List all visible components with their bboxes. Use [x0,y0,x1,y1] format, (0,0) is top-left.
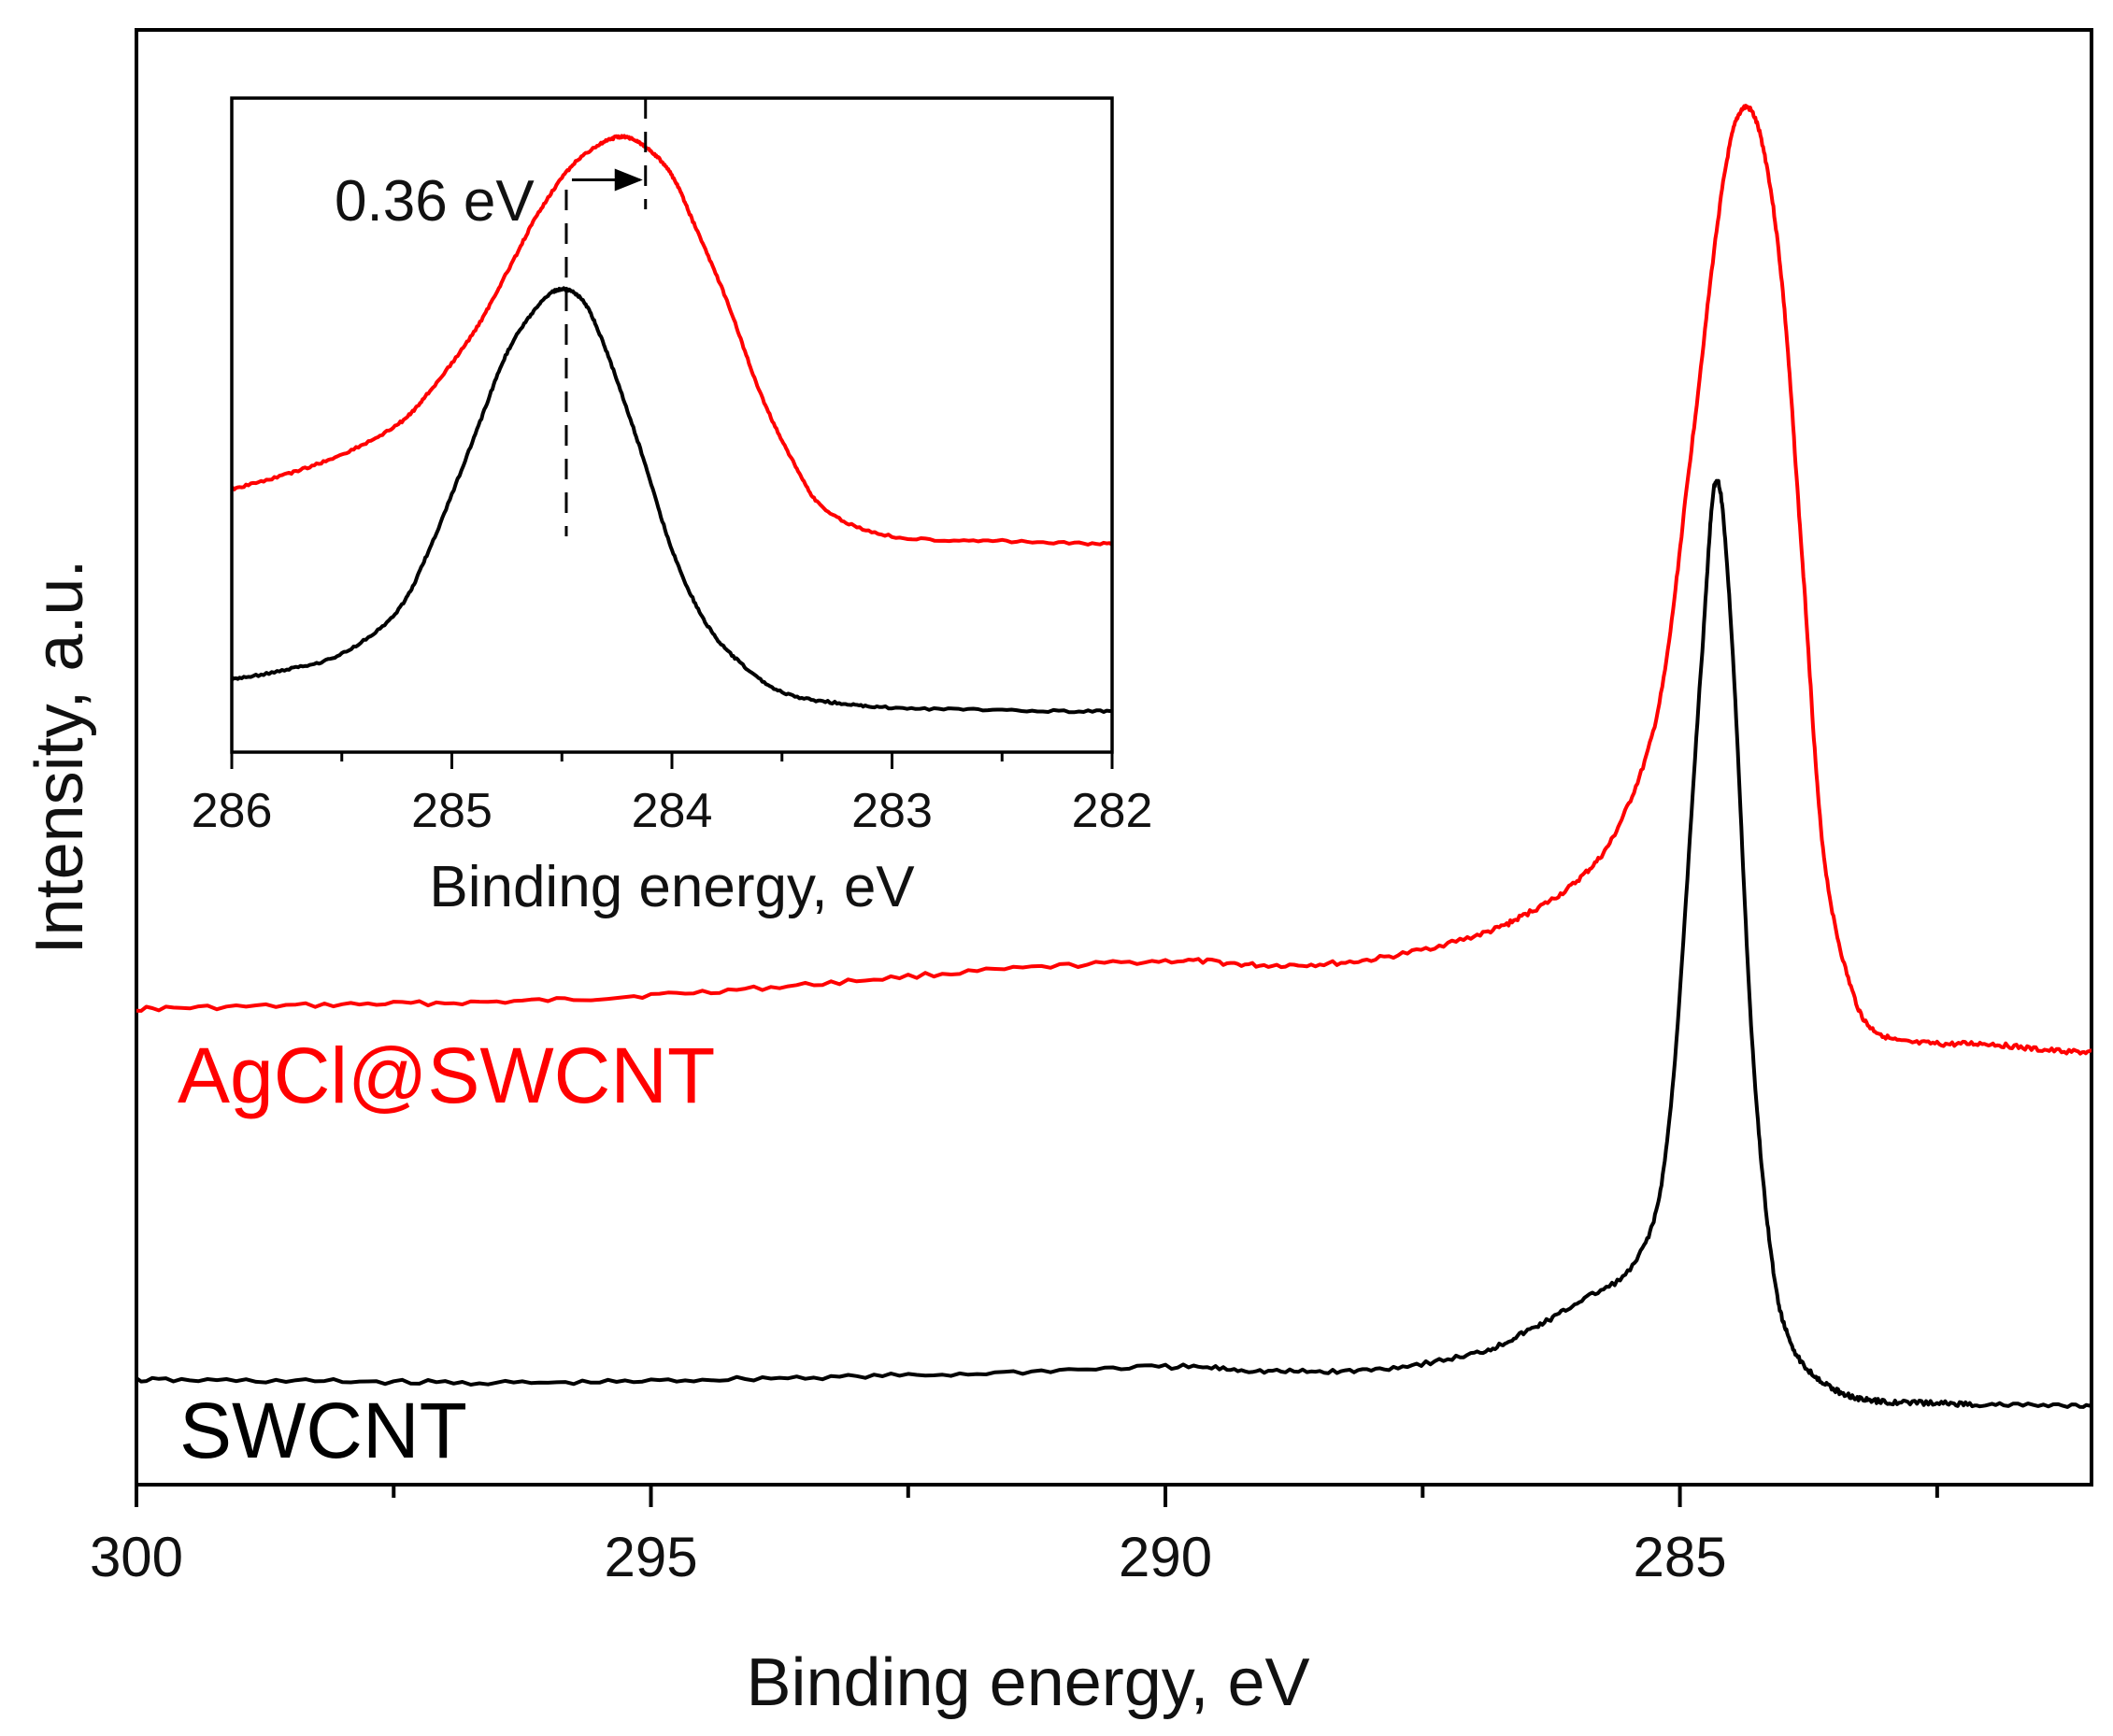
main-chart: 300 295 290 285 AgCl@SWCNT SWCNT Binding en… [22,28,2093,1720]
main-annotation-swcnt: SWCNT [179,1387,467,1474]
main-x-tick-labels: 300 295 290 285 [90,1526,1727,1588]
main-x-tick-label: 300 [90,1526,183,1588]
inset-x-axis-title: Binding energy, eV [429,855,915,919]
main-series-swcnt [135,478,2092,1409]
main-x-tick-label: 285 [1634,1526,1727,1588]
inset-plot-frame [230,96,1114,754]
inset-x-tick-labels: 286 285 284 283 282 [192,784,1153,838]
inset-series-agcl-swcnt [231,134,1114,547]
main-y-axis-title: Intensity, a.u. [22,560,97,955]
inset-shift-annotation: 0.36 eV [335,169,535,234]
main-x-tick-label: 295 [604,1526,697,1588]
inset-x-tick-label: 286 [192,784,273,838]
main-plot-frame [135,28,2093,1487]
inset-x-ticks [230,752,1114,769]
inset-background [232,98,1112,752]
inset-series-swcnt [230,286,1113,715]
main-x-tick-label: 290 [1119,1526,1212,1588]
inset-chart: 286 285 284 283 282 0.36 eV Binding energy, … [192,96,1153,919]
inset-x-tick-label: 283 [851,784,933,838]
main-series-agcl-swcnt [136,104,2092,1056]
main-x-ticks [135,1485,1939,1507]
inset-x-tick-label: 284 [632,784,713,838]
main-x-axis-title: Binding energy, eV [746,1645,1309,1720]
inset-x-tick-label: 282 [1072,784,1153,838]
main-annotation-agcl-swcnt: AgCl@SWCNT [178,1032,715,1119]
inset-x-tick-label: 285 [411,784,493,838]
